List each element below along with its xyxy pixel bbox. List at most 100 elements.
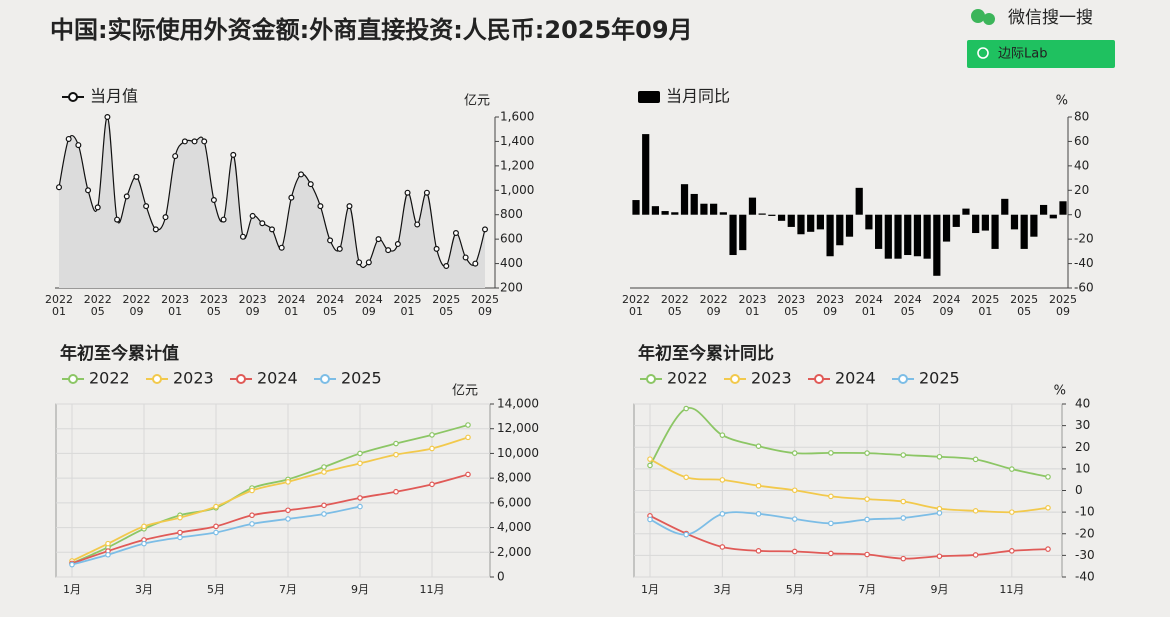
point [864,551,870,558]
bar [651,206,660,215]
y-unit: 亿元 [464,94,490,109]
point [75,142,82,149]
legend-symbol [68,92,78,102]
point [65,135,72,142]
x-tick-label: 2023 05 [199,293,228,318]
point [936,510,943,516]
y-tick-label: 400 [500,256,523,270]
y-tick-label: -20 [1074,232,1094,246]
y-tick-label: 80 [1074,110,1089,124]
y-unit: 亿元 [452,384,478,399]
bar [710,203,718,215]
legend-symbol [646,374,656,384]
point [972,508,979,514]
chart-title: 年初至今累计值 [60,343,179,364]
point [791,450,798,456]
legend-label: 2022 [89,369,130,388]
x-tick-label: 2024 05 [893,293,922,318]
legend-label: 2024 [257,369,298,388]
bar [816,214,824,230]
point [755,443,762,449]
bar [758,213,766,215]
point [357,495,363,501]
point [210,197,217,204]
y-tick-label: -10 [1075,505,1095,519]
y-tick-label: 14,000 [497,397,539,411]
search-button[interactable] [967,40,1115,68]
line [649,514,1049,560]
area [59,116,485,288]
point [719,511,726,517]
legend-label: 2023 [751,369,792,388]
y-tick-label: 6,000 [497,495,531,509]
point [298,171,305,178]
bar [981,214,989,231]
bar [894,214,902,259]
point [133,173,140,180]
point [472,260,479,267]
point [647,462,653,469]
y-tick-label: 8,000 [497,471,531,485]
point [285,507,291,514]
point [375,236,382,243]
x-tick-label: 2023 01 [738,293,767,318]
y-tick-label: 40 [1074,158,1089,172]
point [321,502,327,509]
legend-symbol [68,374,78,384]
point [357,460,363,467]
point [220,216,227,223]
legend-symbol [236,374,246,384]
legend-label: 当月同比 [666,87,730,106]
point [1009,509,1015,515]
point [465,422,471,428]
point [105,551,111,558]
point [393,488,399,495]
y-tick-label: 30 [1075,418,1090,432]
line [71,436,469,562]
search-icon [983,13,995,25]
bar [942,214,951,242]
y-tick-label: 1,200 [500,158,534,172]
point [191,138,198,145]
bar [671,212,679,215]
x-tick-label: 2023 05 [777,293,806,318]
y-tick-label: 20 [1074,183,1089,197]
chart-title: 年初至今累计同比 [638,343,774,364]
x-tick-label: 2022 01 [45,293,73,318]
point [317,203,324,210]
x-tick-label: 2022 05 [660,293,689,318]
point [385,247,392,254]
y-tick-label: -40 [1075,570,1095,584]
bar [632,200,640,215]
bar [904,214,912,256]
legend-symbol [898,374,908,384]
legend-symbol [730,374,740,384]
point [259,220,266,227]
point [1009,466,1015,472]
point [828,450,834,456]
bar [700,203,708,215]
point [94,204,101,211]
point [105,540,111,547]
x-tick-label: 3月 [135,583,153,596]
point [1009,548,1015,554]
point [864,496,870,502]
point [356,259,363,266]
point [465,434,471,441]
bar [690,193,698,215]
bar [836,214,844,246]
y-tick-label: 200 [500,281,523,295]
point [433,245,440,252]
bar [1059,201,1067,215]
y-tick-label: 20 [1075,440,1090,454]
point [755,482,762,489]
point [683,531,689,538]
point [462,254,469,261]
point [429,432,435,438]
point [791,548,798,555]
x-tick-label: 2024 01 [277,293,306,318]
point [152,226,159,233]
point [285,479,291,485]
point [429,445,435,452]
